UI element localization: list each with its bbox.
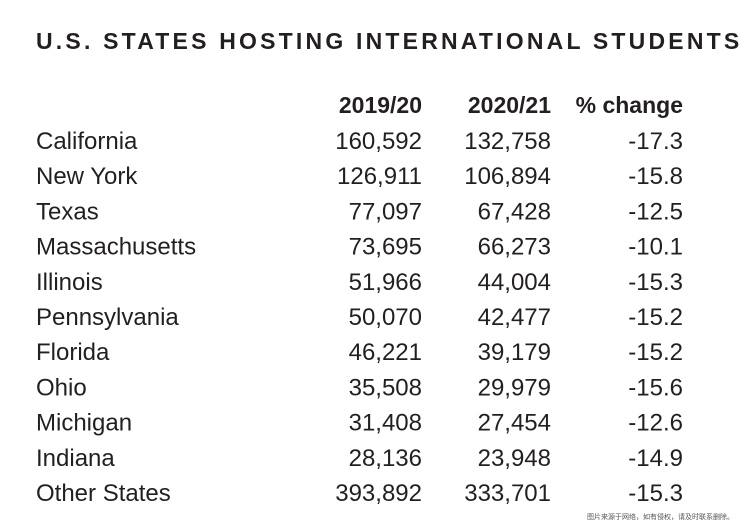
column-header: 2020/21 — [468, 92, 551, 118]
cell-value: 66,273 — [478, 234, 551, 261]
state-name: California — [36, 128, 138, 155]
cell-value: 106,894 — [464, 163, 551, 190]
table: 2019/20 2020/21 % change California 160,592 1… — [36, 92, 683, 507]
cell-value: 393,892 — [335, 480, 422, 507]
cell-value: 51,966 — [349, 269, 422, 296]
cell-value: -14.9 — [628, 445, 683, 472]
state-name: Massachusetts — [36, 234, 196, 261]
state-name: Pennsylvania — [36, 304, 179, 331]
watermark-note: 图片来源于网络，如有侵权，请及时联系删除。 — [587, 512, 734, 521]
cell-value: 132,758 — [464, 128, 551, 155]
cell-value: -17.3 — [628, 128, 683, 155]
state-name: Florida — [36, 339, 110, 366]
cell-value: -15.3 — [628, 480, 683, 507]
state-name: Illinois — [36, 269, 103, 296]
cell-value: 77,097 — [349, 198, 422, 225]
cell-value: -10.1 — [628, 234, 683, 261]
state-name: Other States — [36, 480, 171, 507]
cell-value: 46,221 — [349, 339, 422, 366]
cell-value: 35,508 — [349, 374, 422, 401]
cell-value: 28,136 — [349, 445, 422, 472]
cell-value: 23,948 — [478, 445, 551, 472]
column-header: 2019/20 — [339, 92, 422, 118]
cell-value: 160,592 — [335, 128, 422, 155]
state-name: Texas — [36, 198, 99, 225]
cell-value: 73,695 — [349, 234, 422, 261]
state-name: Indiana — [36, 445, 115, 472]
cell-value: 42,477 — [478, 304, 551, 331]
cell-value: -15.3 — [628, 269, 683, 296]
cell-value: -12.5 — [628, 198, 683, 225]
state-name: Michigan — [36, 410, 132, 437]
state-name: New York — [36, 163, 138, 190]
cell-value: 39,179 — [478, 339, 551, 366]
cell-value: 333,701 — [464, 480, 551, 507]
cell-value: -15.2 — [628, 304, 683, 331]
cell-value: 31,408 — [349, 410, 422, 437]
cell-value: 67,428 — [478, 198, 551, 225]
cell-value: 29,979 — [478, 374, 551, 401]
cell-value: -15.2 — [628, 339, 683, 366]
title: U.S. STATES HOSTING INTERNATIONAL STUDEN… — [36, 28, 740, 54]
cell-value: 27,454 — [478, 410, 551, 437]
cell-value: -15.8 — [628, 163, 683, 190]
state-name: Ohio — [36, 374, 87, 401]
cell-value: 44,004 — [478, 269, 551, 296]
cell-value: 126,911 — [337, 163, 422, 190]
cell-value: -15.6 — [628, 374, 683, 401]
column-header: % change — [576, 92, 683, 118]
cell-value: -12.6 — [628, 410, 683, 437]
cell-value: 50,070 — [349, 304, 422, 331]
